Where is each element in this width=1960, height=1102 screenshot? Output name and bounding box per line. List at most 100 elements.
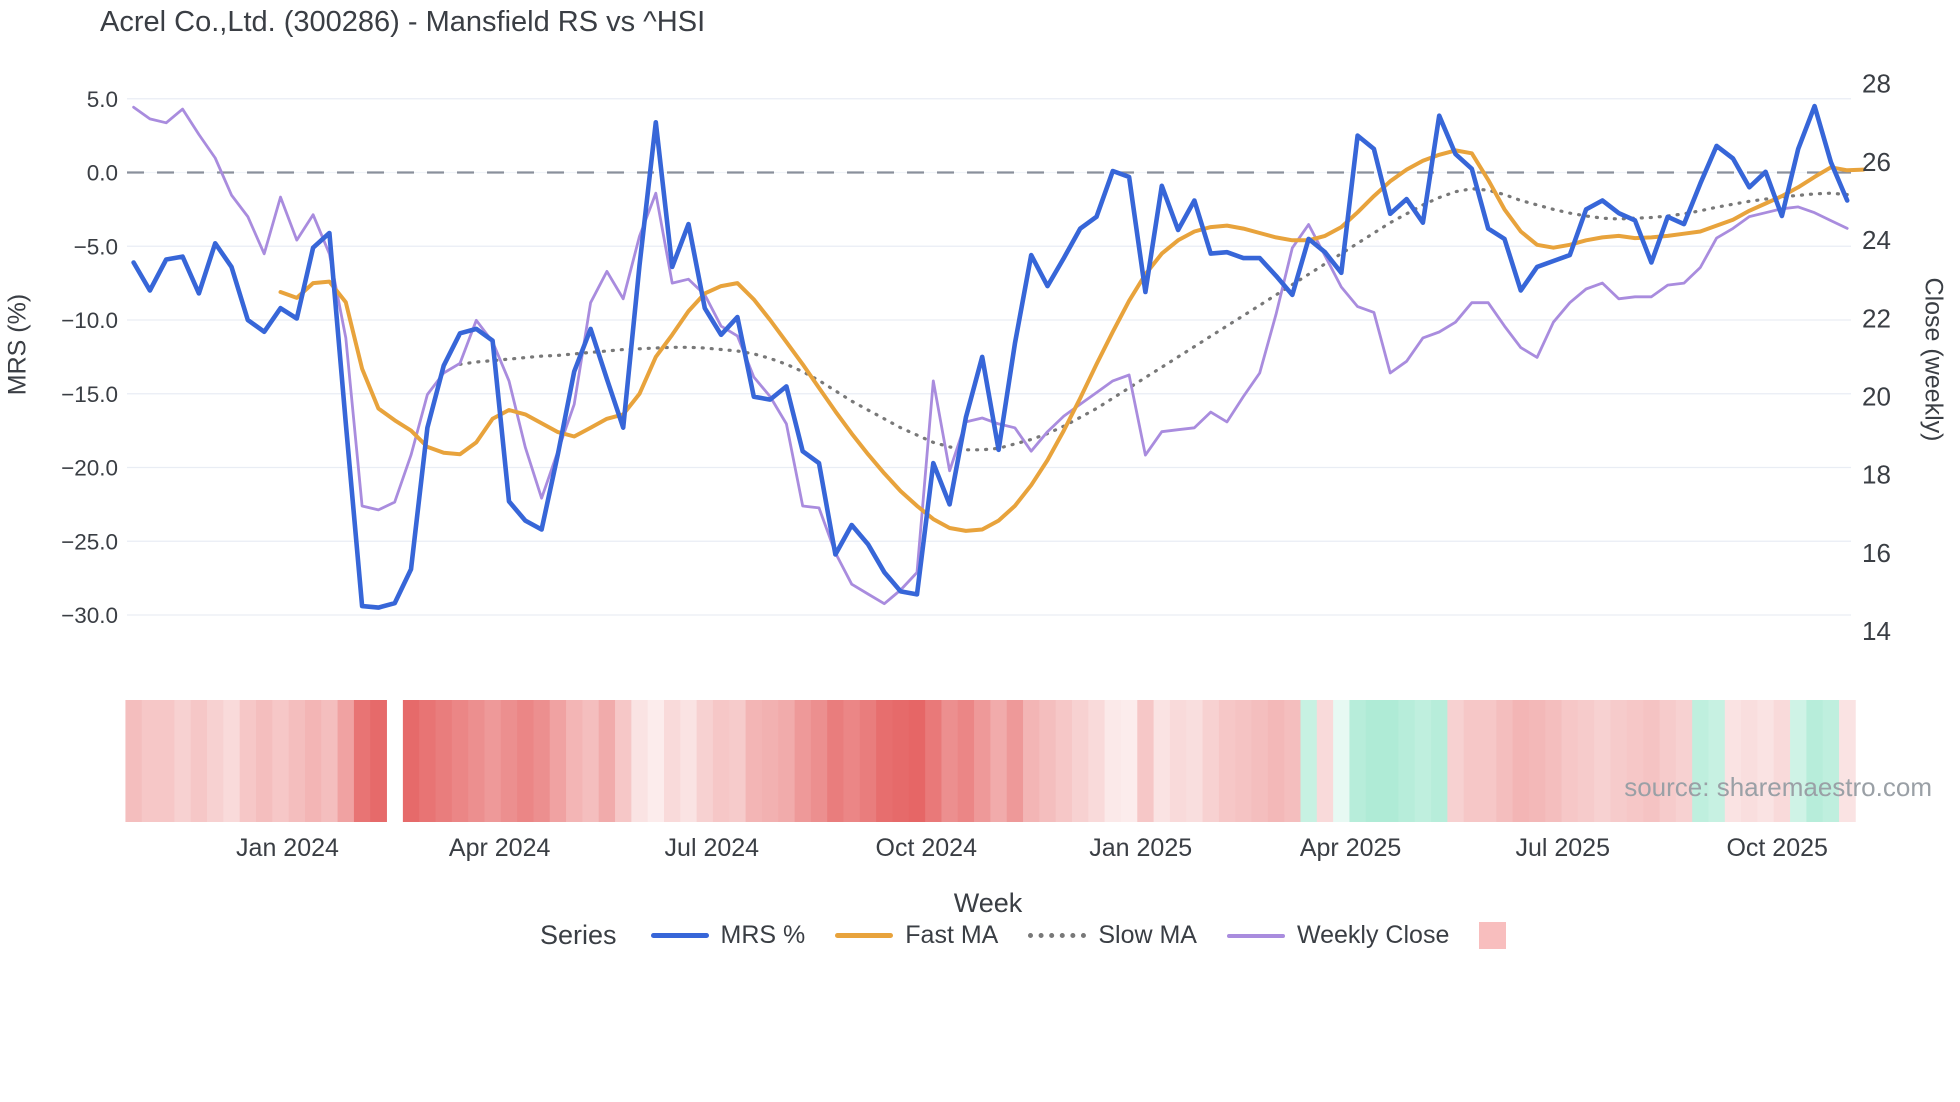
heatmap-cell[interactable] — [1708, 700, 1726, 822]
heatmap-cell[interactable] — [1773, 700, 1791, 822]
heatmap-cell[interactable] — [745, 700, 763, 822]
heatmap-cell[interactable] — [1626, 700, 1644, 822]
heatmap-cell[interactable] — [1218, 700, 1236, 822]
heatmap-cell[interactable] — [1414, 700, 1432, 822]
heatmap-cell[interactable] — [500, 700, 518, 822]
heatmap-cell[interactable] — [974, 700, 991, 822]
heatmap-cell[interactable] — [1055, 700, 1073, 822]
heatmap-cell[interactable] — [957, 700, 975, 822]
heatmap-cell[interactable] — [435, 700, 453, 822]
heatmap-cell[interactable] — [1757, 700, 1775, 822]
heatmap-cell[interactable] — [859, 700, 877, 822]
heatmap-cell[interactable] — [1480, 700, 1497, 822]
heatmap-cell[interactable] — [190, 700, 208, 822]
heatmap-cell[interactable] — [451, 700, 469, 822]
heatmap-cell[interactable] — [402, 700, 420, 822]
heatmap-cell[interactable] — [1023, 700, 1040, 822]
heatmap-cell[interactable] — [1398, 700, 1416, 822]
heatmap-cell[interactable] — [892, 700, 910, 822]
heatmap-cell[interactable] — [468, 700, 485, 822]
heatmap-cell[interactable] — [1659, 700, 1677, 822]
heatmap-cell[interactable] — [1088, 700, 1106, 822]
heatmap-cell[interactable] — [1251, 700, 1269, 822]
heatmap-cell[interactable] — [908, 700, 926, 822]
heatmap-cell[interactable] — [598, 700, 616, 822]
heatmap-cell[interactable] — [794, 700, 812, 822]
heatmap-cell[interactable] — [1153, 700, 1171, 822]
series-line-mrs-[interactable] — [131, 103, 1850, 610]
heatmap-cell[interactable] — [729, 700, 746, 822]
heatmap-cell[interactable] — [1284, 700, 1301, 822]
plot-area[interactable] — [127, 78, 1851, 638]
heatmap-cell[interactable] — [582, 700, 600, 822]
heatmap-cell[interactable] — [207, 700, 224, 822]
heatmap-cell[interactable] — [288, 700, 306, 822]
heatmap-cell[interactable] — [1610, 700, 1628, 822]
heatmap-cell[interactable] — [419, 700, 436, 822]
heatmap-cell[interactable] — [1431, 700, 1448, 822]
heatmap-cell[interactable] — [533, 700, 551, 822]
heatmap-cell[interactable] — [925, 700, 942, 822]
heatmap-cell[interactable] — [615, 700, 632, 822]
heatmap-cell[interactable] — [141, 700, 159, 822]
heatmap-cell[interactable] — [1333, 700, 1350, 822]
heatmap-cell[interactable] — [1447, 700, 1465, 822]
heatmap-cell[interactable] — [876, 700, 893, 822]
heatmap-cell[interactable] — [1528, 700, 1546, 822]
heatmap-cell[interactable] — [1724, 700, 1742, 822]
heatmap-cell[interactable] — [1316, 700, 1334, 822]
heatmap-cell[interactable] — [223, 700, 241, 822]
heatmap-cell[interactable] — [256, 700, 273, 822]
heatmap-cell[interactable] — [1822, 700, 1840, 822]
heatmap-cell[interactable] — [1496, 700, 1514, 822]
legend-item-fast-ma[interactable]: Fast MA — [835, 921, 998, 950]
heatmap-cell[interactable] — [370, 700, 387, 822]
heatmap-cell[interactable] — [1643, 700, 1660, 822]
heatmap-cell[interactable] — [810, 700, 828, 822]
heatmap-cell[interactable] — [353, 700, 371, 822]
heatmap-cell[interactable] — [1463, 700, 1481, 822]
heatmap-cell[interactable] — [239, 700, 257, 822]
heatmap-cell[interactable] — [1594, 700, 1611, 822]
heatmap-cell[interactable] — [1675, 700, 1693, 822]
heatmap-cell[interactable] — [1104, 700, 1122, 822]
heatmap-cell[interactable] — [1806, 700, 1824, 822]
heatmap-cell[interactable] — [696, 700, 714, 822]
heatmap-cell[interactable] — [1072, 700, 1089, 822]
heatmap-cell[interactable] — [549, 700, 567, 822]
heatmap-cell[interactable] — [1577, 700, 1595, 822]
heatmap-cell[interactable] — [1186, 700, 1203, 822]
series-line-slow-ma[interactable] — [458, 187, 1849, 452]
legend-item-slow-ma[interactable]: Slow MA — [1028, 921, 1197, 950]
heatmap-cell[interactable] — [990, 700, 1008, 822]
heatmap-cell[interactable] — [1561, 700, 1579, 822]
heatmap-cell[interactable] — [1300, 700, 1318, 822]
heatmap-cell[interactable] — [647, 700, 665, 822]
heatmap-cell[interactable] — [761, 700, 779, 822]
heatmap-cell[interactable] — [517, 700, 534, 822]
heatmap-cell[interactable] — [664, 700, 681, 822]
series-line-fast-ma[interactable] — [278, 148, 1866, 533]
heatmap-cell[interactable] — [941, 700, 959, 822]
heatmap-cell[interactable] — [827, 700, 844, 822]
heatmap-cell[interactable] — [1790, 700, 1807, 822]
heatmap-cell[interactable] — [680, 700, 698, 822]
heatmap-cell[interactable] — [1267, 700, 1285, 822]
heatmap-cell[interactable] — [1692, 700, 1709, 822]
heatmap-cell[interactable] — [712, 700, 730, 822]
heatmap-cell[interactable] — [1120, 700, 1138, 822]
heatmap-cell[interactable] — [337, 700, 355, 822]
heatmap-cell[interactable] — [1382, 700, 1399, 822]
heatmap-cell[interactable] — [631, 700, 649, 822]
heatmap-cell[interactable] — [778, 700, 795, 822]
heatmap-cell[interactable] — [304, 700, 322, 822]
heatmap-cell[interactable] — [1512, 700, 1530, 822]
heatmap-cell[interactable] — [1741, 700, 1758, 822]
heatmap-cell[interactable] — [125, 700, 143, 822]
heatmap-cell[interactable] — [272, 700, 290, 822]
heatmap-cell[interactable] — [1349, 700, 1367, 822]
legend-item-weekly-close[interactable]: Weekly Close — [1226, 921, 1449, 950]
heatmap-cell[interactable] — [174, 700, 192, 822]
heatmap-cell[interactable] — [1202, 700, 1220, 822]
heatmap-cell[interactable] — [1235, 700, 1252, 822]
